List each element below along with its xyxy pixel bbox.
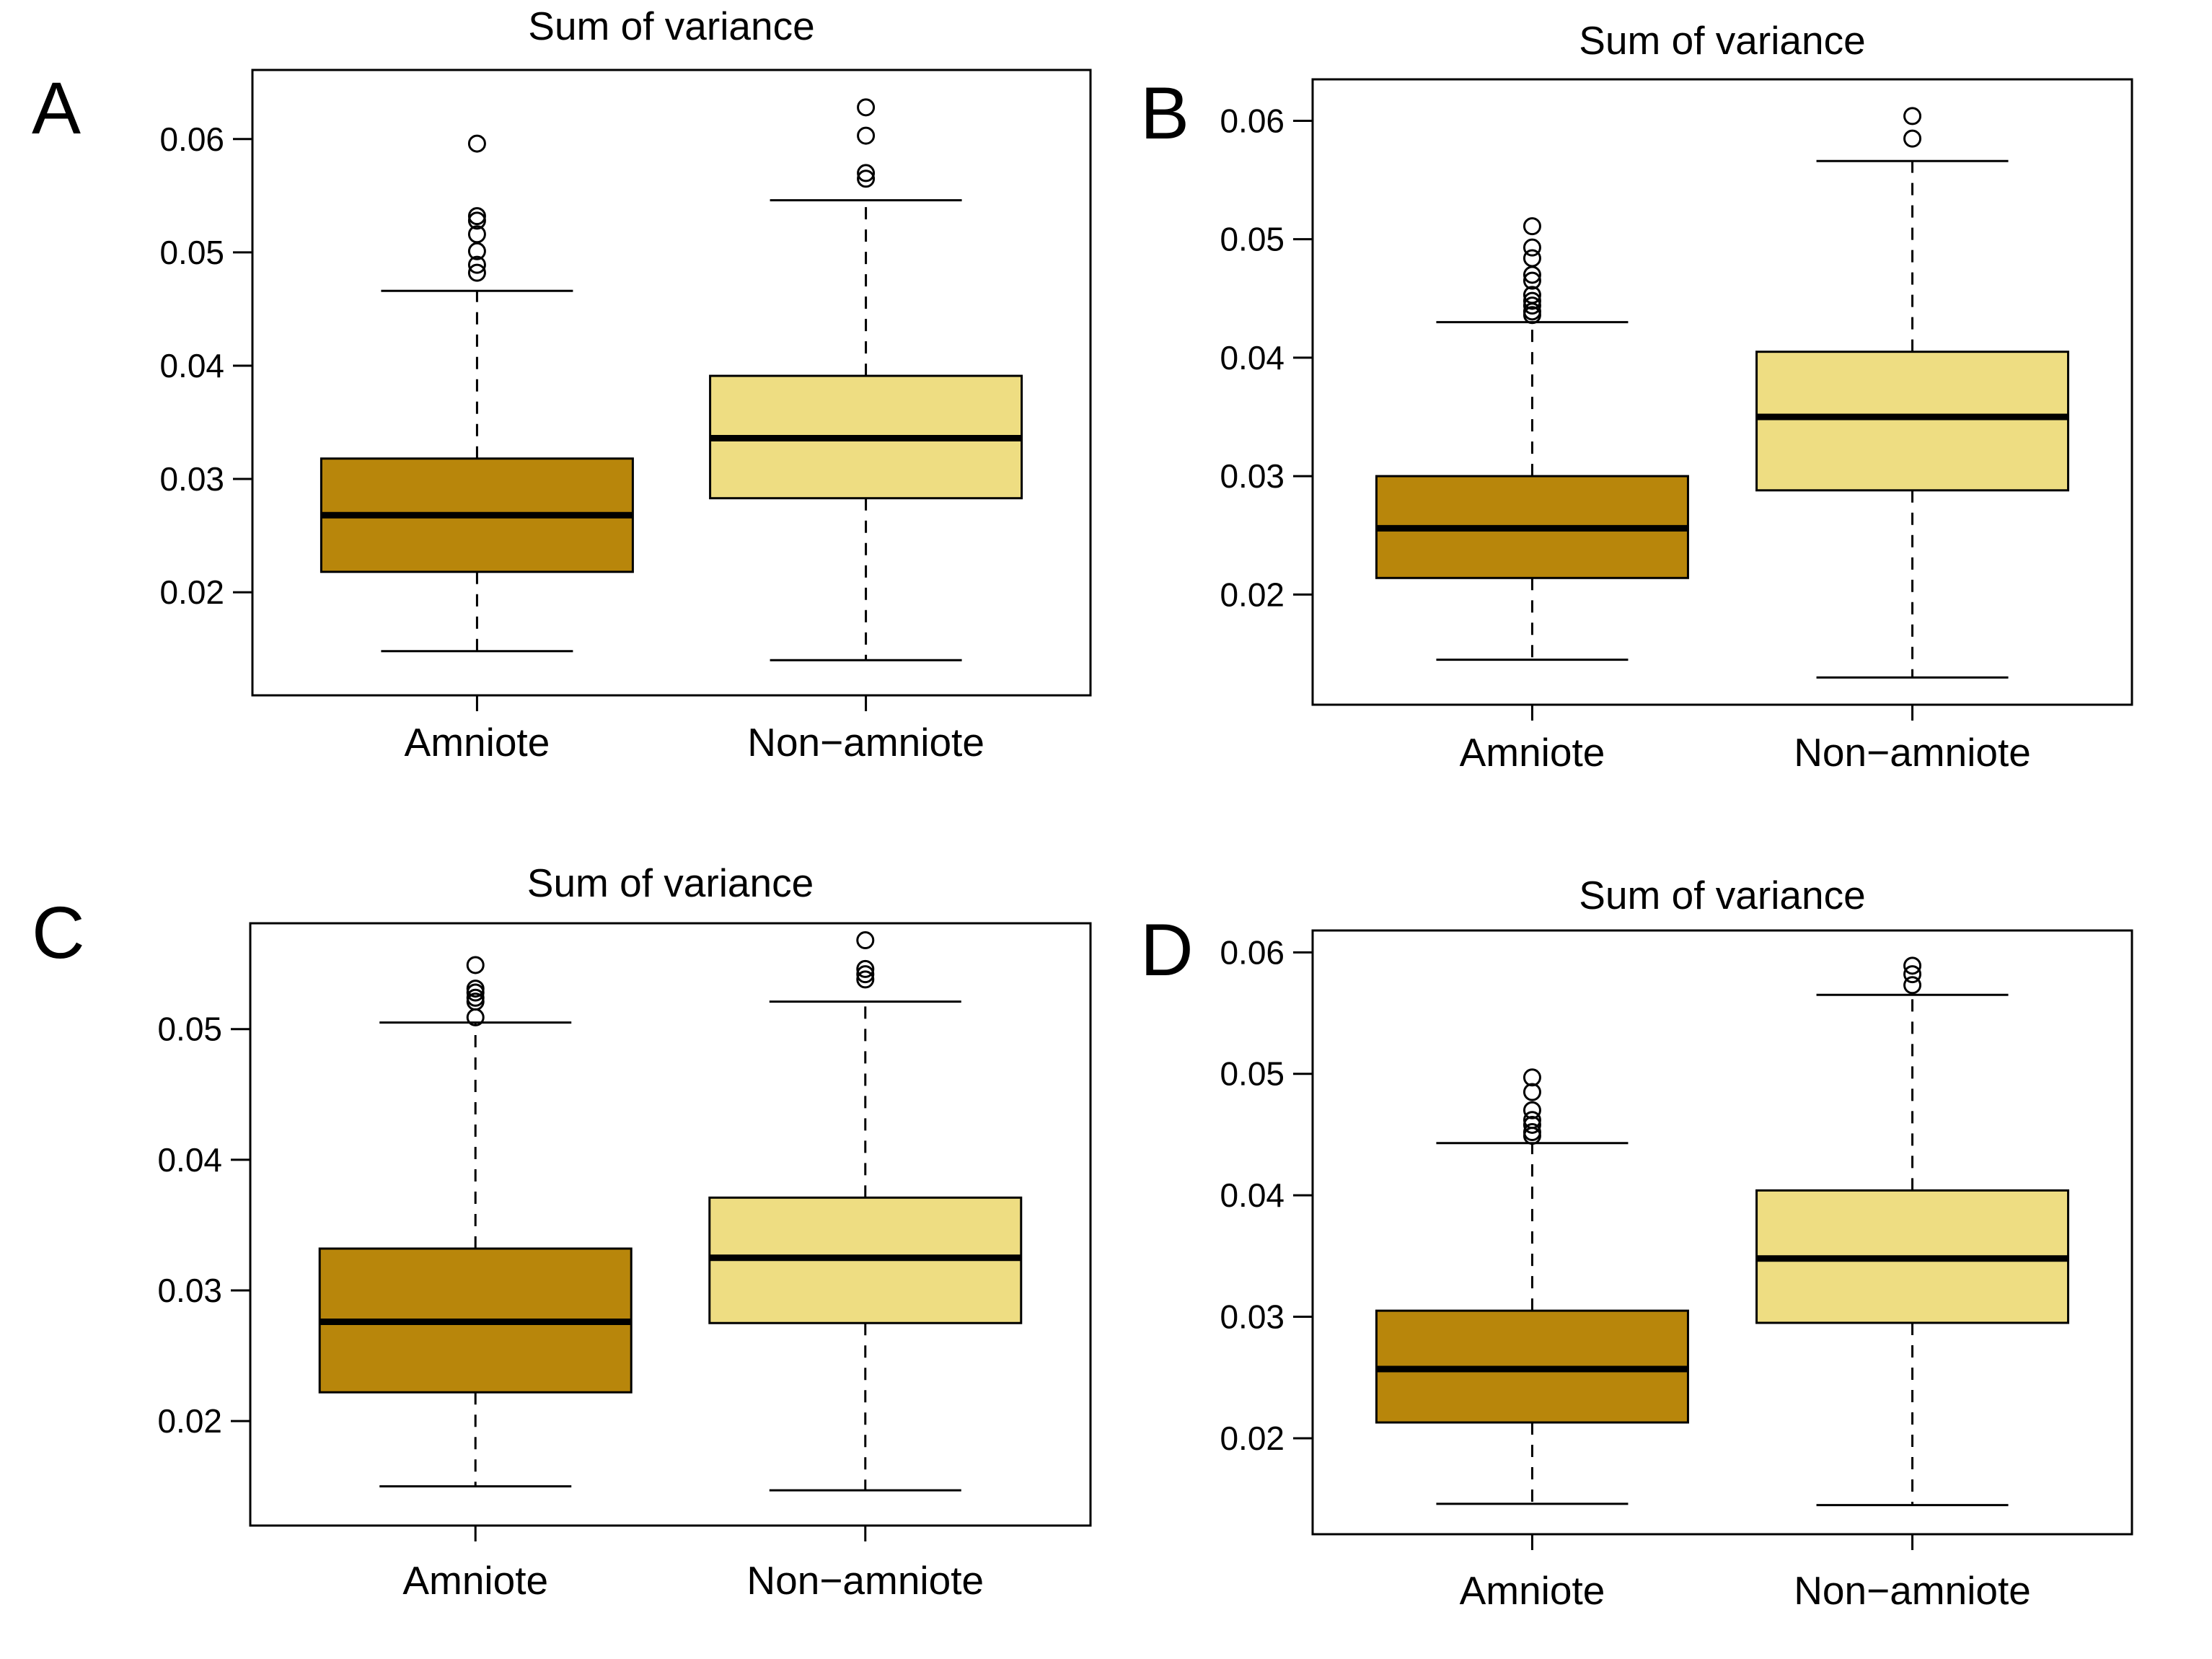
outlier-point-amniote bbox=[467, 242, 486, 260]
outlier-point-amniote bbox=[1523, 217, 1541, 236]
plot-border bbox=[251, 69, 1092, 697]
panel-d: Sum of variance D 0.02 0.03 0.04 0.05 0.06 Amni… bbox=[1140, 873, 2133, 1613]
panel-a: Sum of variance A 0.02 0.03 0.04 0.05 0.06 Amni… bbox=[32, 4, 1092, 765]
outlier-point-non-amniote bbox=[857, 98, 876, 117]
outlier-point-amniote bbox=[1523, 1111, 1541, 1130]
y-tick-label: 0.05 bbox=[157, 1011, 222, 1048]
y-tick-label: 0.03 bbox=[157, 1272, 222, 1309]
outlier-point-non-amniote bbox=[857, 164, 876, 182]
outlier-point-non-amniote bbox=[1903, 107, 1922, 126]
chart-title: Sum of variance bbox=[1579, 873, 1865, 917]
outlier-point-amniote bbox=[467, 225, 486, 244]
outlier-point-non-amniote bbox=[1903, 976, 1922, 995]
outlier-point-non-amniote bbox=[856, 970, 875, 989]
panel-letter: D bbox=[1140, 909, 1194, 991]
outlier-point-amniote bbox=[467, 263, 486, 282]
outlier-point-amniote bbox=[1523, 271, 1541, 290]
category-label-amniote: Amniote bbox=[1460, 730, 1605, 775]
y-tick-label: 0.05 bbox=[1220, 1055, 1285, 1093]
y-tick-label: 0.03 bbox=[159, 460, 224, 498]
y-tick-label: 0.02 bbox=[159, 573, 224, 611]
outlier-point-amniote bbox=[467, 207, 486, 226]
outlier-point-amniote bbox=[466, 988, 485, 1007]
outlier-point-non-amniote bbox=[856, 965, 875, 984]
chart-title: Sum of variance bbox=[1579, 18, 1865, 63]
panel-letter: C bbox=[32, 892, 85, 974]
category-label-amniote: Amniote bbox=[405, 720, 550, 765]
outlier-point-amniote bbox=[1523, 1083, 1541, 1101]
y-tick-label: 0.04 bbox=[157, 1141, 222, 1179]
panel-letter: B bbox=[1140, 72, 1189, 154]
outlier-point-amniote bbox=[1523, 1115, 1541, 1134]
y-tick-label: 0.04 bbox=[159, 347, 224, 384]
y-tick-label: 0.03 bbox=[1220, 457, 1285, 495]
outlier-point-non-amniote bbox=[1903, 129, 1922, 148]
outlier-point-amniote bbox=[467, 255, 486, 274]
y-tick-label: 0.04 bbox=[1220, 339, 1285, 377]
plot-border bbox=[1311, 78, 2133, 706]
chart-title: Sum of variance bbox=[528, 4, 814, 48]
category-label-non-amniote: Non−amniote bbox=[747, 720, 984, 765]
outlier-point-non-amniote bbox=[856, 959, 875, 978]
chart-title: Sum of variance bbox=[527, 861, 814, 905]
outlier-point-amniote bbox=[466, 980, 485, 998]
outlier-point-amniote bbox=[1523, 238, 1541, 257]
outlier-point-non-amniote bbox=[856, 931, 875, 950]
outlier-point-amniote bbox=[466, 956, 485, 974]
category-label-non-amniote: Non−amniote bbox=[1794, 730, 2031, 775]
y-tick-label: 0.04 bbox=[1220, 1176, 1285, 1214]
plot-border bbox=[1311, 929, 2133, 1536]
outlier-point-amniote bbox=[467, 134, 486, 153]
outlier-point-non-amniote bbox=[857, 170, 876, 188]
category-label-non-amniote: Non−amniote bbox=[1794, 1568, 2031, 1613]
iqr-box-non-amniote bbox=[1755, 351, 2070, 492]
outlier-point-non-amniote bbox=[857, 126, 876, 145]
panel-letter: A bbox=[32, 67, 81, 149]
outlier-point-amniote bbox=[1523, 291, 1541, 310]
y-tick-label: 0.02 bbox=[1220, 1420, 1285, 1457]
outlier-point-amniote bbox=[467, 211, 486, 230]
y-tick-label: 0.06 bbox=[1220, 102, 1285, 139]
outlier-point-amniote bbox=[1523, 1123, 1541, 1142]
outlier-point-amniote bbox=[1523, 286, 1541, 304]
outlier-point-non-amniote bbox=[1903, 956, 1922, 975]
y-tick-label: 0.06 bbox=[159, 120, 224, 158]
panel-c: Sum of variance C 0.02 0.03 0.04 0.05 Amniote N… bbox=[32, 861, 1092, 1603]
outlier-point-amniote bbox=[1523, 296, 1541, 315]
outlier-point-non-amniote bbox=[1903, 965, 1922, 984]
outlier-point-amniote bbox=[1523, 1101, 1541, 1119]
category-label-amniote: Amniote bbox=[402, 1558, 548, 1603]
outlier-point-amniote bbox=[1523, 249, 1541, 268]
y-tick-label: 0.06 bbox=[1220, 933, 1285, 971]
category-label-amniote: Amniote bbox=[1460, 1568, 1605, 1613]
y-tick-label: 0.02 bbox=[157, 1402, 222, 1440]
outlier-point-amniote bbox=[1523, 1068, 1541, 1087]
y-tick-label: 0.02 bbox=[1220, 576, 1285, 613]
y-tick-label: 0.03 bbox=[1220, 1298, 1285, 1336]
y-tick-label: 0.05 bbox=[1220, 221, 1285, 258]
category-label-non-amniote: Non−amniote bbox=[746, 1558, 984, 1603]
panel-b: Sum of variance B 0.02 0.03 0.04 0.05 0.06 Amni… bbox=[1140, 18, 2133, 775]
y-tick-label: 0.05 bbox=[159, 234, 224, 271]
plot-border bbox=[249, 922, 1092, 1527]
